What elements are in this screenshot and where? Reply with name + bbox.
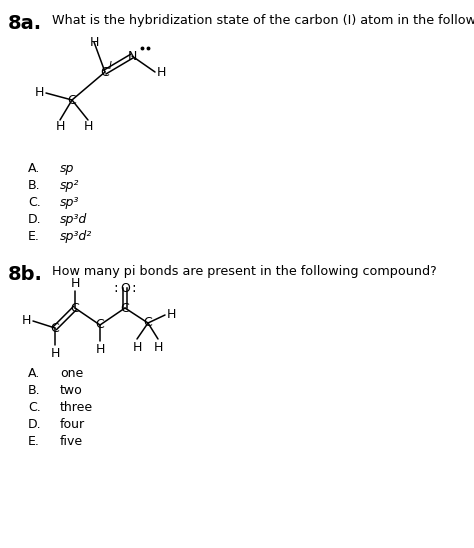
Text: four: four [60,418,85,431]
Text: sp³: sp³ [60,196,79,209]
Text: H: H [35,87,44,100]
Text: sp²: sp² [60,179,79,192]
Text: D.: D. [28,418,42,431]
Text: H: H [50,347,60,360]
Text: B.: B. [28,384,41,397]
Text: C: C [144,317,152,329]
Text: H: H [153,341,163,354]
Text: 8a.: 8a. [8,14,42,33]
Text: sp³d²: sp³d² [60,230,92,243]
Text: How many pi bonds are present in the following compound?: How many pi bonds are present in the fol… [52,265,437,278]
Text: E.: E. [28,435,40,448]
Text: B.: B. [28,179,41,192]
Text: H: H [22,315,31,328]
Text: C: C [100,66,109,78]
Text: O: O [120,282,130,294]
Text: C: C [71,301,79,315]
Text: C: C [96,318,104,332]
Text: What is the hybridization state of the carbon (I) atom in the following compound: What is the hybridization state of the c… [52,14,474,27]
Text: three: three [60,401,93,414]
Text: H: H [89,36,99,49]
Text: two: two [60,384,83,397]
Text: H: H [157,66,166,78]
Text: H: H [95,343,105,356]
Text: E.: E. [28,230,40,243]
Text: 8b.: 8b. [8,265,43,284]
Text: :: : [132,281,137,295]
Text: I: I [109,61,112,71]
Text: H: H [55,120,64,133]
Text: A.: A. [28,367,40,380]
Text: C: C [120,301,129,315]
Text: sp: sp [60,162,74,175]
Text: D.: D. [28,213,42,226]
Text: C.: C. [28,196,41,209]
Text: H: H [83,120,93,133]
Text: sp³d: sp³d [60,213,87,226]
Text: C: C [51,322,59,334]
Text: N: N [128,49,137,62]
Text: A.: A. [28,162,40,175]
Text: H: H [132,341,142,354]
Text: C.: C. [28,401,41,414]
Text: one: one [60,367,83,380]
Text: C: C [68,94,76,106]
Text: :: : [114,281,118,295]
Text: H: H [70,277,80,290]
Text: five: five [60,435,83,448]
Text: H: H [167,309,176,322]
